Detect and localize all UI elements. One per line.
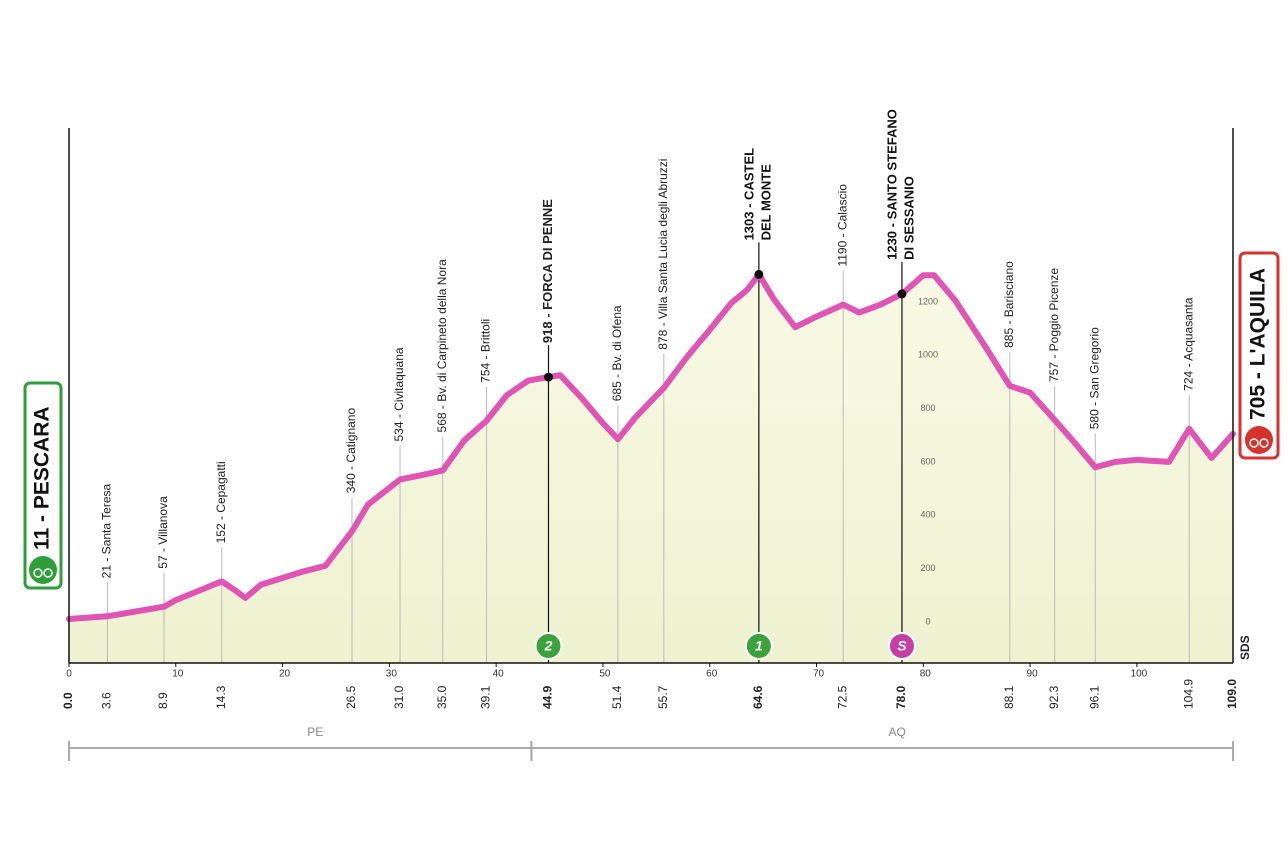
endpoint-icon-wheel	[1259, 438, 1269, 448]
km-label: 88.1	[1002, 685, 1016, 709]
waypoint-label: 152 - Cepagatti	[214, 461, 228, 543]
badge-label: 1	[755, 638, 763, 654]
y-tick-label: 200	[920, 563, 935, 573]
summit-dot	[897, 289, 907, 299]
waypoint-label: 878 - Villa Santa Lucia degli Abruzzi	[656, 159, 670, 350]
x-tick-label: 30	[386, 669, 398, 680]
waypoint-label: 340 - Catignano	[344, 408, 358, 494]
waypoint-label: 1190 - Calascio	[835, 184, 849, 267]
x-tick-label: 100	[1131, 669, 1148, 680]
badge	[887, 632, 916, 660]
x-tick-label: 50	[599, 669, 611, 680]
km-label: 55.7	[656, 685, 670, 709]
x-tick-label: 60	[706, 669, 718, 680]
waypoint-label: 568 - Bv. di Carpineto della Nora	[435, 259, 449, 433]
km-label: 64.6	[751, 685, 765, 709]
x-tick-label: 70	[813, 669, 825, 680]
endpoint-label: 11 - PESCARA	[31, 406, 54, 550]
km-label: 31.0	[392, 685, 406, 709]
y-tick-label: 600	[920, 456, 935, 466]
waypoint-label: 918 - FORCA DI PENNE	[540, 199, 555, 343]
waypoint-label: 724 - Acquasanta	[1181, 297, 1195, 391]
y-tick-label: 1000	[918, 350, 938, 360]
waypoint-label: 754 - Brittoli	[479, 319, 493, 383]
km-label: 92.3	[1047, 685, 1061, 709]
km-label: 3.6	[100, 692, 114, 709]
endpoint-icon	[29, 556, 57, 584]
endpoint-icon-wheel	[1249, 438, 1259, 448]
y-tick-label: 1200	[918, 296, 938, 306]
x-tick-label: 10	[172, 669, 184, 680]
endpoint-label: 705 - L'AQUILA	[1247, 268, 1270, 420]
region-label: AQ	[889, 725, 906, 739]
summit-dot	[754, 269, 764, 279]
km-label: 26.5	[344, 685, 358, 709]
endpoint-icon-wheel	[33, 568, 43, 578]
region-label: PE	[307, 725, 323, 739]
waypoint-label: 1303 - CASTEL	[741, 148, 756, 241]
badge	[534, 632, 563, 660]
km-label: 109.0	[1225, 679, 1239, 709]
km-label: 0.0	[61, 692, 75, 709]
waypoint-label: 685 - Bv. di Ofena	[610, 305, 624, 401]
waypoint-label: 757 - Poggio Picenze	[1047, 268, 1061, 382]
waypoint-label: 580 - San Gregorio	[1087, 327, 1101, 429]
y-tick-label: 800	[920, 403, 935, 413]
x-tick-label: 90	[1027, 669, 1039, 680]
endpoint-icon-wheel	[43, 568, 53, 578]
summit-dot	[543, 372, 553, 382]
badge	[744, 632, 773, 660]
km-label: 51.4	[610, 685, 624, 709]
waypoint-label: DI SESSANIO	[901, 176, 916, 260]
km-label: 78.0	[894, 685, 908, 709]
km-label: 14.3	[214, 685, 228, 709]
km-label: 35.0	[435, 685, 449, 709]
logo: SDS	[1238, 635, 1252, 660]
badge-label: S	[897, 638, 907, 654]
km-label: 39.1	[479, 685, 493, 709]
waypoint-label: 885 - Barisciano	[1002, 261, 1016, 348]
endpoint-box	[23, 381, 63, 590]
km-label: 8.9	[156, 692, 170, 709]
profile-line	[66, 271, 1236, 622]
badge-label: 2	[544, 638, 553, 654]
waypoint-label: 57 - Villanova	[156, 496, 170, 569]
x-tick-label: 20	[279, 669, 291, 680]
waypoint-label: 1230 - SANTO STEFANO	[884, 109, 899, 260]
km-label: 96.1	[1087, 685, 1101, 709]
y-tick-label: 0	[925, 616, 930, 626]
y-tick-label: 400	[920, 510, 935, 520]
endpoint-icon	[1245, 426, 1273, 454]
waypoint-label: DEL MONTE	[758, 164, 773, 241]
endpoint-box	[1238, 251, 1280, 460]
x-tick-label: 40	[493, 669, 505, 680]
km-label: 44.9	[541, 685, 555, 709]
x-tick-label: 80	[920, 669, 932, 680]
km-label: 104.9	[1181, 679, 1195, 709]
waypoint-label: 534 - Civitaquana	[392, 347, 406, 441]
km-label: 72.5	[835, 685, 849, 709]
x-tick-label: 0	[66, 669, 72, 680]
area-fill	[69, 274, 1233, 663]
waypoint-label: 21 - Santa Teresa	[100, 483, 114, 578]
